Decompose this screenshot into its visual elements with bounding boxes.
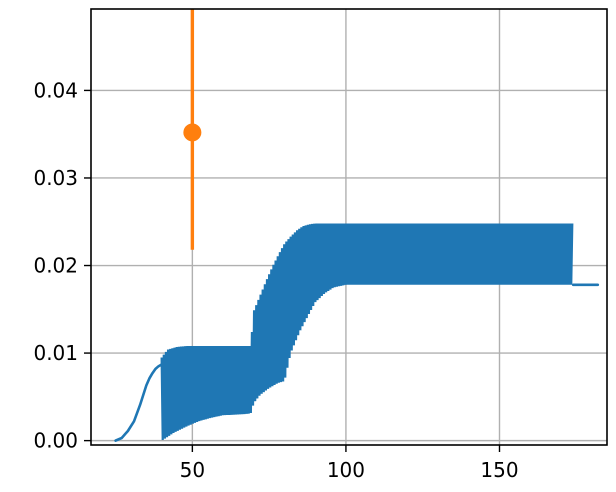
errorbar-point — [183, 123, 202, 142]
axes-frame — [90, 8, 608, 446]
x-tick-label: 150 — [480, 458, 518, 482]
y-tick-label: 0.02 — [33, 254, 78, 278]
x-tick-label: 100 — [327, 458, 365, 482]
axis-ticks: 50 100 150 0.00 0.01 0.02 0.03 0.04 — [33, 78, 518, 482]
x-tick-label: 50 — [180, 458, 205, 482]
y-tick-label: 0.04 — [33, 78, 78, 102]
y-tick-label: 0.01 — [33, 341, 78, 365]
plot-area — [114, 9, 600, 442]
y-tick-label: 0.00 — [33, 429, 78, 453]
series-line — [114, 363, 163, 442]
series-oscillation — [160, 223, 574, 440]
y-tick-label: 0.03 — [33, 166, 78, 190]
